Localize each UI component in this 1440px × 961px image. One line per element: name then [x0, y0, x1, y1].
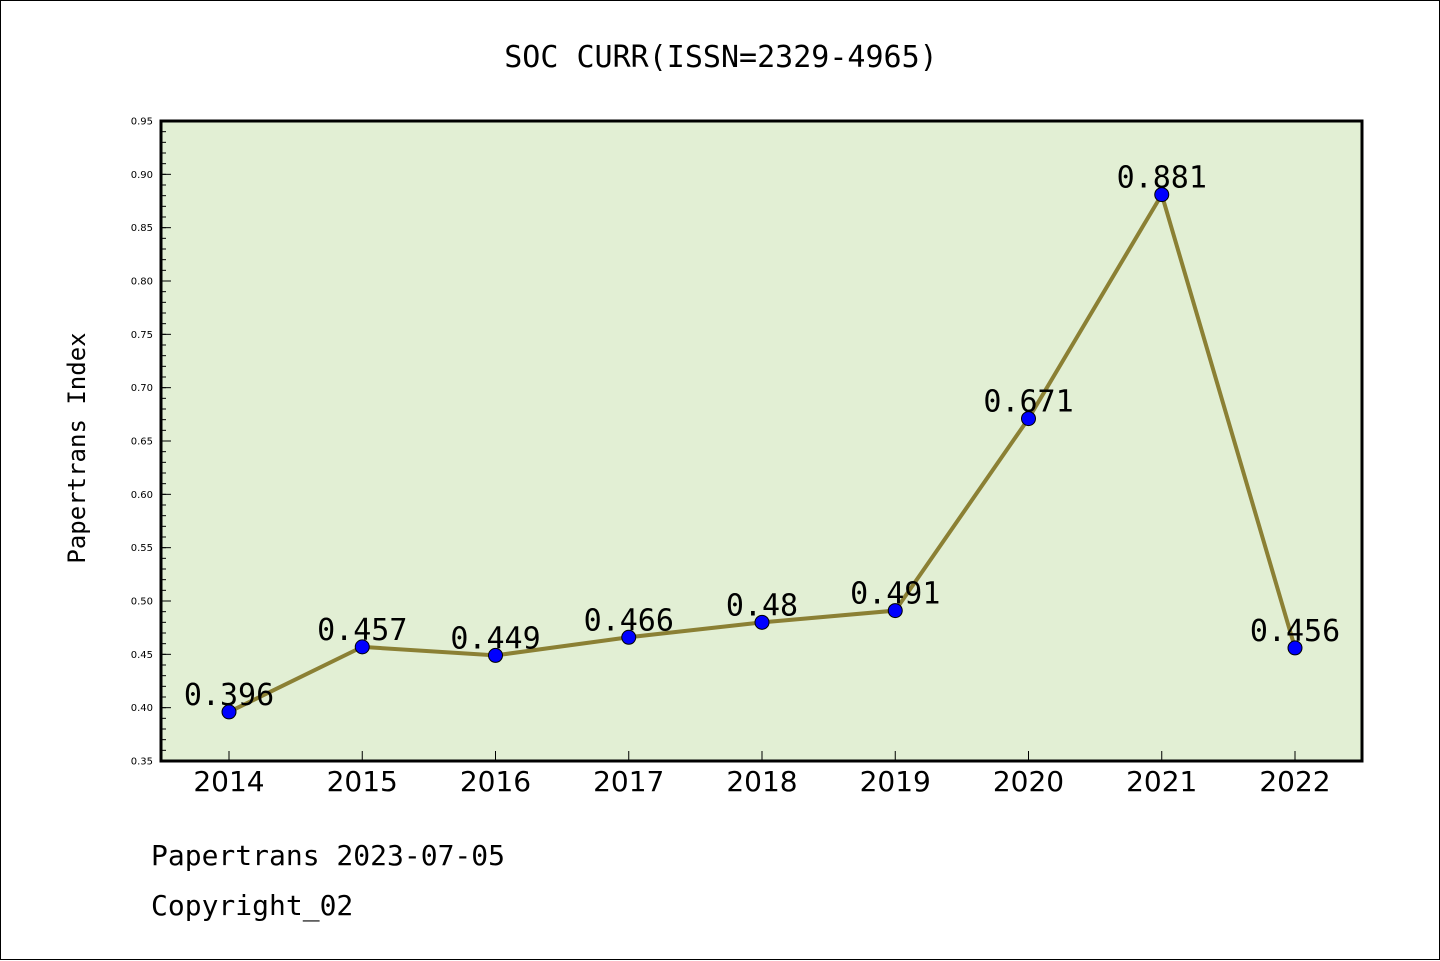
data-label: 0.491: [850, 577, 940, 612]
data-labels: 0.396 0.457 0.449 0.466 0.48 0.491 0.671 0.881 0…: [184, 161, 1340, 713]
data-point: [1021, 411, 1036, 427]
y-tick-label: 0.80: [131, 277, 153, 288]
x-tick-label: 2022: [1259, 765, 1330, 798]
y-tick-label: 0.90: [131, 170, 153, 181]
x-tick-label: 2014: [193, 765, 264, 798]
x-tick-label: 2017: [593, 765, 664, 798]
y-tick-label: 0.40: [131, 703, 153, 714]
data-label: 0.48: [726, 588, 798, 623]
y-tick-label: 0.50: [131, 597, 153, 608]
y-tick-label: 0.60: [131, 490, 153, 501]
x-axis-ticks: 2014 2015 2016 2017 2018 2019 2020 2021 2022: [193, 751, 1331, 798]
x-tick-label: 2020: [993, 765, 1064, 798]
plot-border: [159, 119, 1364, 763]
x-tick-label: 2018: [726, 765, 797, 798]
x-tick-label: 2016: [460, 765, 531, 798]
data-point: [1287, 640, 1303, 656]
y-tick-label: 0.85: [131, 223, 153, 234]
x-tick-label: 2021: [1126, 765, 1197, 798]
data-label: 0.456: [1250, 614, 1340, 649]
y-tick-label: 0.65: [131, 437, 153, 448]
y-tick-label: 0.95: [131, 117, 153, 128]
y-tick-label: 0.55: [131, 543, 153, 554]
data-label: 0.671: [983, 385, 1073, 420]
footer-date: Papertrans 2023-07-05: [151, 839, 505, 872]
y-tick-label: 0.70: [131, 383, 153, 394]
data-label: 0.396: [184, 678, 274, 713]
y-tick-label: 0.45: [131, 650, 153, 661]
data-point: [354, 639, 370, 655]
data-point: [221, 704, 237, 720]
plot-area: [161, 121, 1362, 761]
chart-title: SOC CURR(ISSN=2329-4965): [504, 40, 937, 75]
footer-copyright: Copyright_02: [151, 889, 353, 923]
data-point: [754, 614, 770, 630]
x-tick-label: 2015: [327, 765, 398, 798]
data-label: 0.449: [450, 621, 540, 656]
data-point: [1154, 187, 1170, 203]
data-point: [621, 629, 637, 645]
x-tick-label: 2019: [860, 765, 931, 798]
data-label: 0.466: [584, 603, 674, 638]
data-label: 0.881: [1117, 161, 1207, 196]
data-points: [221, 187, 1303, 720]
y-tick-label: 0.35: [131, 757, 153, 768]
data-label: 0.457: [317, 613, 407, 648]
y-axis-ticks: 0.35 0.40 0.45 0.50 0.55 0.60 0.65 0.70 0.75 0.80…: [131, 117, 171, 768]
y-axis-label: Papertrans Index: [63, 332, 91, 563]
data-point: [887, 603, 903, 619]
data-point: [488, 647, 503, 663]
y-tick-label: 0.75: [131, 330, 153, 341]
